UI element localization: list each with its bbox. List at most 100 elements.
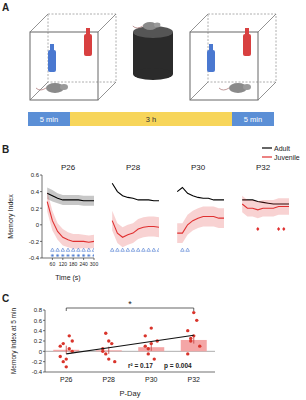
sig-diamond xyxy=(282,227,285,231)
error-band xyxy=(112,211,159,248)
y-tick xyxy=(40,241,42,242)
cage-edge xyxy=(30,82,48,100)
error-band xyxy=(242,196,289,218)
x-tick xyxy=(52,258,53,260)
sig-star xyxy=(56,254,59,257)
significance-label: * xyxy=(128,299,132,309)
annotation: p = 0.004 xyxy=(164,362,192,370)
sig-triangle xyxy=(181,248,185,251)
y-tick xyxy=(40,208,42,209)
data-point xyxy=(150,342,153,345)
timeline-label: 5 min xyxy=(244,115,262,124)
trend-line xyxy=(66,335,194,354)
x-axis xyxy=(42,258,94,259)
sig-diamond xyxy=(277,227,280,231)
x-axis-label: Time (s) xyxy=(55,274,80,282)
bottle xyxy=(84,34,92,56)
chart-title: P26 xyxy=(61,163,76,172)
data-point xyxy=(150,326,153,329)
timeline-label: 5 min xyxy=(40,115,58,124)
panel-label: A xyxy=(2,2,9,13)
y-tick-label: -0.2 xyxy=(32,359,43,365)
cage-edge xyxy=(30,14,48,32)
sig-triangle xyxy=(126,248,130,251)
sig-star xyxy=(72,254,75,257)
plot-area xyxy=(242,196,289,231)
cage-edge xyxy=(190,82,208,100)
y-tick xyxy=(40,175,42,176)
data-point xyxy=(101,350,104,353)
x-tick-label: P32 xyxy=(188,376,201,383)
x-tick-label: P28 xyxy=(103,376,116,383)
legend-label: Juvenile xyxy=(274,154,300,161)
sig-triangle xyxy=(71,248,75,251)
chart-title: P32 xyxy=(256,163,271,172)
sig-star xyxy=(87,254,90,257)
y-tick xyxy=(43,372,45,373)
y-tick-label: 0.6 xyxy=(31,172,40,178)
y-tick xyxy=(43,310,45,311)
sig-triangle xyxy=(152,248,156,251)
sig-triangle xyxy=(51,248,55,251)
y-tick xyxy=(40,258,42,259)
x-axis-label: P-Day xyxy=(120,389,141,398)
sig-triangle xyxy=(186,248,190,251)
x-tick xyxy=(73,258,74,260)
y-tick xyxy=(40,191,42,192)
figure: ABC5 min3 h5 minP26-0.4-0.200.20.40.6601… xyxy=(0,0,306,400)
data-point xyxy=(198,344,201,347)
bottle-cap xyxy=(50,44,54,51)
y-tick-label: 0.4 xyxy=(34,328,43,334)
panel-label: B xyxy=(2,144,9,155)
data-point xyxy=(144,344,147,347)
sig-triangle xyxy=(77,248,81,251)
sig-triangle xyxy=(142,248,146,251)
data-point xyxy=(192,311,195,314)
x-tick xyxy=(62,258,63,260)
series-line xyxy=(177,217,224,234)
sig-star xyxy=(61,254,64,257)
sig-star xyxy=(82,254,85,257)
data-point xyxy=(68,347,71,350)
series-line xyxy=(47,193,94,200)
y-tick xyxy=(43,361,45,362)
mouse-head xyxy=(60,84,68,90)
data-point xyxy=(186,352,189,355)
cage-edge xyxy=(190,14,208,32)
y-tick-label: 0.6 xyxy=(34,318,43,324)
plot-area xyxy=(47,187,94,257)
series-line xyxy=(177,187,224,199)
cage-edge xyxy=(258,14,276,32)
cage-back xyxy=(48,14,116,82)
mouse-tail xyxy=(36,88,46,90)
sig-triangle xyxy=(92,248,94,251)
timeline-segment xyxy=(28,112,70,126)
sig-triangle xyxy=(147,248,151,251)
panel-label: C xyxy=(2,293,9,304)
annotation: r² = 0.17 xyxy=(128,362,153,369)
x-tick-label: 300 xyxy=(90,261,99,267)
sig-triangle xyxy=(61,248,65,251)
data-point xyxy=(59,355,62,358)
error-band xyxy=(47,192,94,249)
legend-swatch xyxy=(262,147,272,148)
y-tick xyxy=(43,320,45,321)
data-point xyxy=(189,337,192,340)
y-tick xyxy=(43,341,45,342)
sig-triangle xyxy=(110,248,114,251)
bottle xyxy=(48,50,56,72)
sig-star xyxy=(77,254,80,257)
data-point xyxy=(62,360,65,363)
cage-edge xyxy=(98,82,116,100)
sig-diamond xyxy=(256,227,259,231)
y-tick-label: 0.2 xyxy=(34,338,43,344)
data-point xyxy=(110,342,113,345)
timeline-segment xyxy=(70,112,232,126)
legend-label: Adult xyxy=(274,145,290,152)
bottle-cap xyxy=(245,28,249,35)
data-point xyxy=(65,365,68,368)
cage-edge xyxy=(258,82,276,100)
data-point xyxy=(104,352,107,355)
timeline-segment xyxy=(232,112,274,126)
data-point xyxy=(62,342,65,345)
